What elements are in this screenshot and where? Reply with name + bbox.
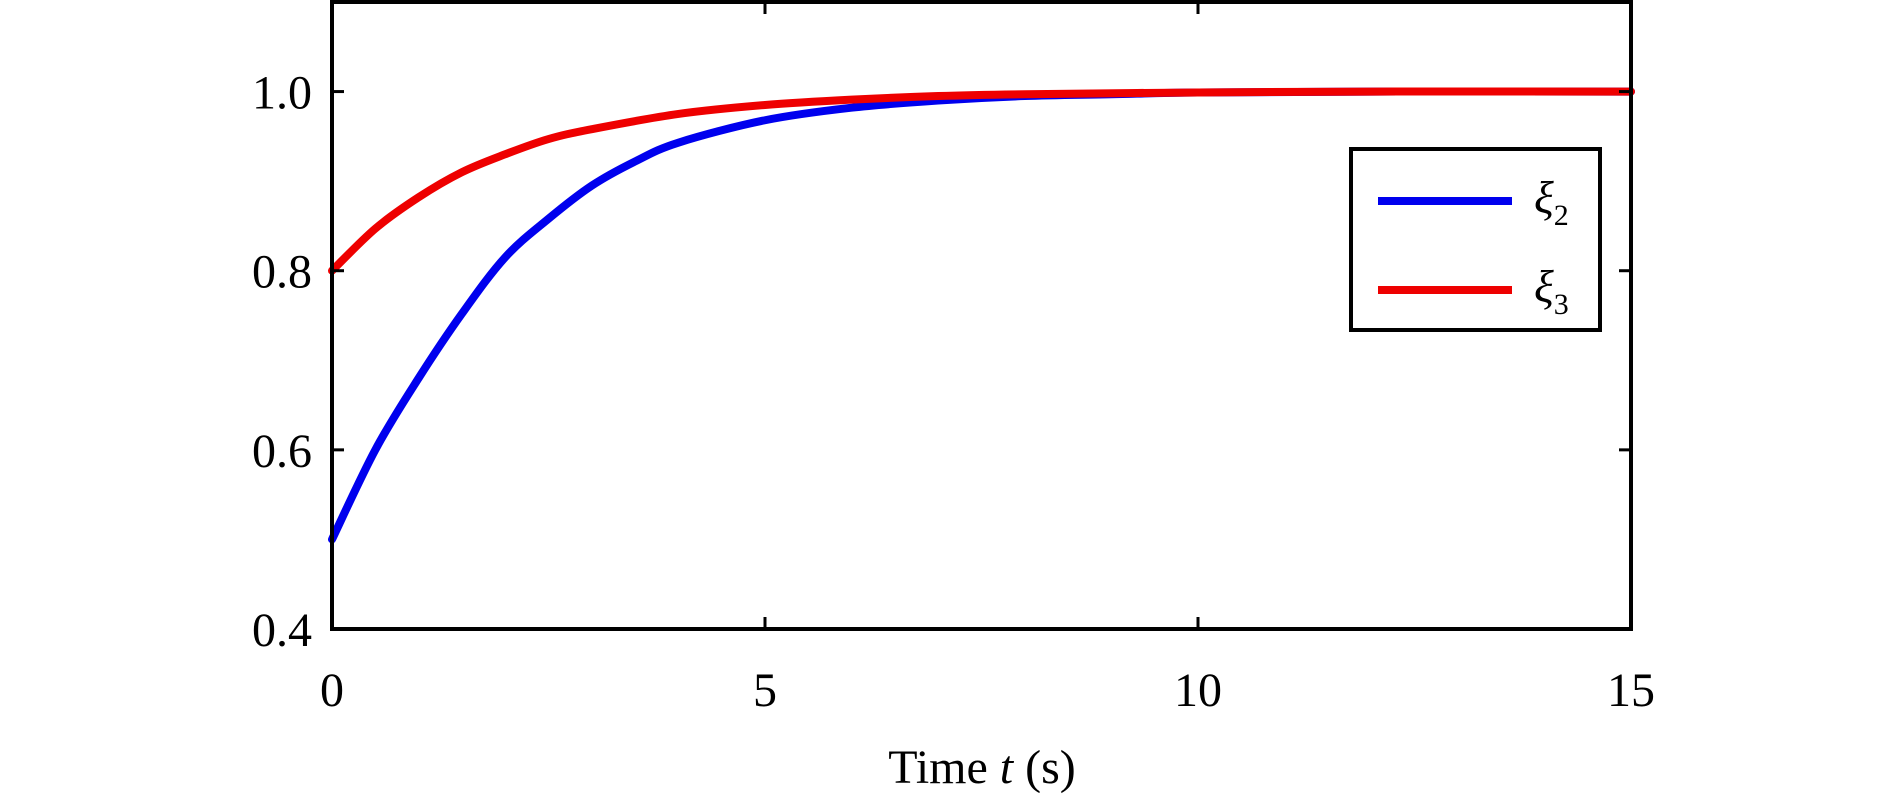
axis-ticks: 0 5 10 15 0.4 0.6 0.8 1.0 [252,2,1655,717]
legend-box [1349,147,1602,332]
plot-lines [328,87,1635,544]
x-tick-label: 10 [1174,664,1222,717]
y-tick-label: 0.6 [252,425,312,478]
series-line-xi3 [328,87,1635,275]
x-tick-label: 5 [753,664,777,717]
plot-frame [330,0,1633,631]
legend-label-xi2: ξ2 [1534,172,1569,232]
x-axis-title: Time t (s) [888,741,1076,794]
x-tick-label: 0 [320,664,344,717]
y-tick-label: 0.8 [252,246,312,299]
x-tick-label: 15 [1607,664,1655,717]
y-tick-label: 1.0 [252,67,312,120]
y-tick-label: 0.4 [252,604,312,657]
legend-label-xi3: ξ3 [1534,261,1569,321]
legend: ξ2 ξ3 [1349,147,1602,332]
